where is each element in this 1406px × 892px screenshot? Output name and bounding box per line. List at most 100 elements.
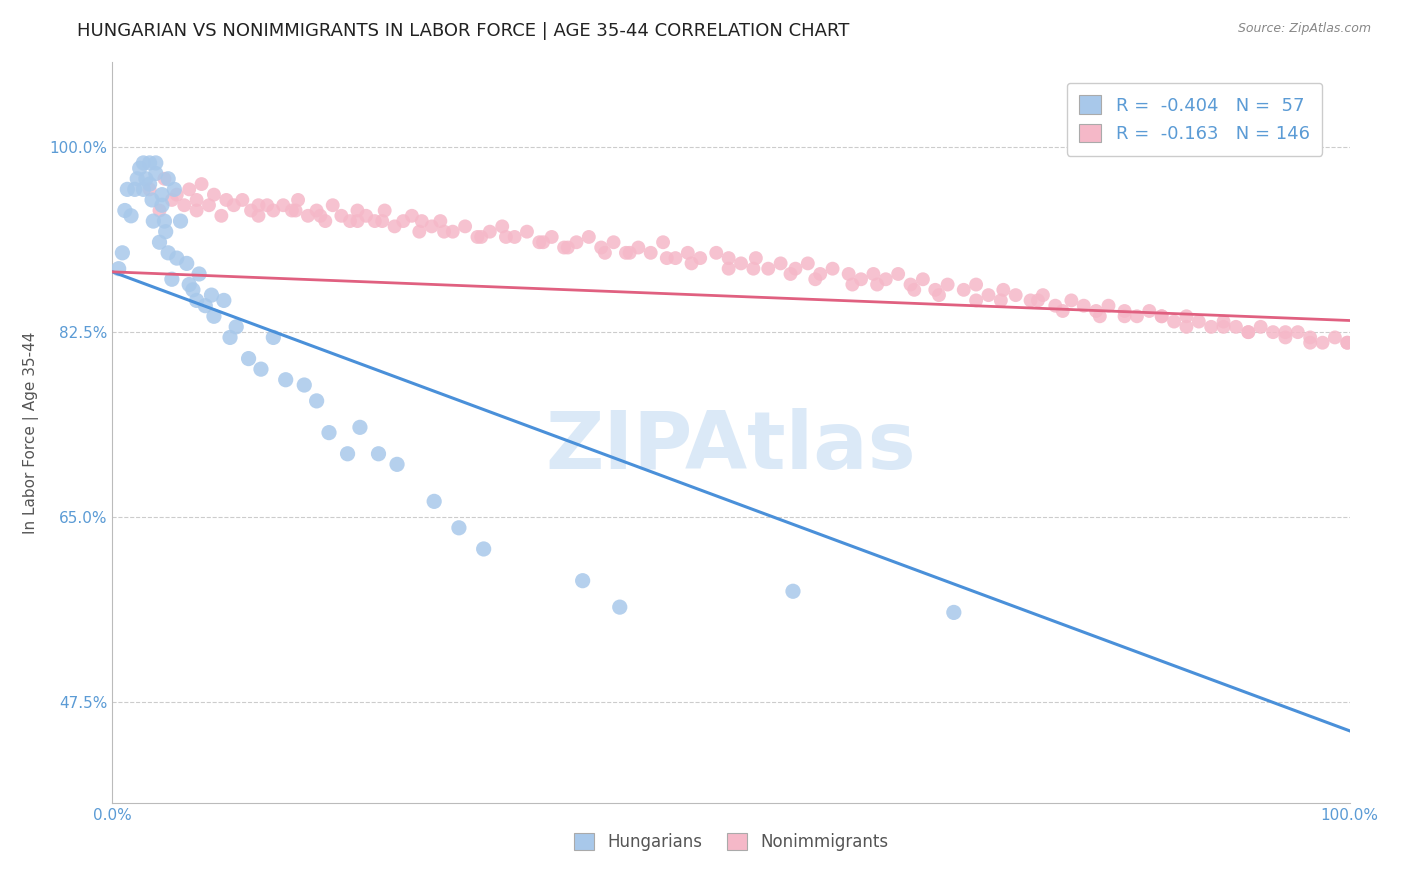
Point bbox=[138, 156, 160, 170]
Point bbox=[1137, 304, 1160, 318]
Point bbox=[565, 235, 588, 250]
Point bbox=[965, 277, 987, 292]
Point bbox=[153, 171, 176, 186]
Point bbox=[602, 235, 624, 250]
Point bbox=[132, 156, 155, 170]
Point bbox=[1045, 299, 1067, 313]
Point bbox=[821, 261, 844, 276]
Point bbox=[157, 245, 180, 260]
Point bbox=[198, 198, 221, 212]
Point bbox=[730, 256, 752, 270]
Point bbox=[179, 182, 201, 196]
Point bbox=[349, 420, 371, 434]
Point bbox=[1299, 330, 1322, 344]
Point bbox=[284, 203, 307, 218]
Point bbox=[849, 272, 872, 286]
Point bbox=[1323, 330, 1346, 344]
Point bbox=[1114, 304, 1136, 318]
Point bbox=[309, 209, 332, 223]
Point bbox=[138, 177, 160, 191]
Text: Source: ZipAtlas.com: Source: ZipAtlas.com bbox=[1237, 22, 1371, 36]
Point bbox=[346, 203, 368, 218]
Point bbox=[262, 330, 284, 344]
Point bbox=[138, 182, 160, 196]
Point bbox=[1237, 325, 1260, 339]
Point bbox=[145, 156, 167, 170]
Point bbox=[1336, 335, 1358, 350]
Point bbox=[593, 245, 616, 260]
Point bbox=[495, 230, 517, 244]
Point bbox=[225, 319, 247, 334]
Point bbox=[1060, 293, 1083, 308]
Point bbox=[202, 310, 225, 324]
Point bbox=[903, 283, 925, 297]
Point bbox=[652, 235, 675, 250]
Point bbox=[186, 193, 208, 207]
Point bbox=[150, 187, 173, 202]
Point bbox=[153, 214, 176, 228]
Point bbox=[305, 393, 328, 408]
Point bbox=[993, 283, 1015, 297]
Point bbox=[1299, 335, 1322, 350]
Point bbox=[163, 182, 186, 196]
Point bbox=[491, 219, 513, 234]
Point bbox=[1261, 325, 1284, 339]
Point bbox=[111, 245, 134, 260]
Point bbox=[745, 251, 768, 265]
Point bbox=[454, 219, 477, 234]
Point bbox=[704, 245, 727, 260]
Point bbox=[689, 251, 711, 265]
Point bbox=[114, 203, 136, 218]
Point bbox=[866, 277, 889, 292]
Point bbox=[742, 261, 765, 276]
Point bbox=[219, 330, 242, 344]
Point bbox=[160, 272, 183, 286]
Point bbox=[200, 288, 222, 302]
Point bbox=[1052, 304, 1074, 318]
Point bbox=[401, 209, 423, 223]
Point bbox=[1088, 310, 1111, 324]
Point bbox=[676, 245, 699, 260]
Point bbox=[627, 240, 650, 255]
Point bbox=[120, 209, 142, 223]
Point bbox=[990, 293, 1012, 308]
Point bbox=[619, 245, 641, 260]
Point bbox=[322, 198, 344, 212]
Point bbox=[169, 214, 191, 228]
Point bbox=[441, 225, 464, 239]
Point bbox=[591, 240, 613, 255]
Point bbox=[717, 251, 740, 265]
Point bbox=[420, 219, 443, 234]
Point bbox=[516, 225, 538, 239]
Point bbox=[384, 219, 406, 234]
Point bbox=[1286, 325, 1309, 339]
Point bbox=[1032, 288, 1054, 302]
Point bbox=[231, 193, 253, 207]
Point bbox=[952, 283, 974, 297]
Point bbox=[160, 193, 183, 207]
Point bbox=[664, 251, 686, 265]
Point bbox=[186, 203, 208, 218]
Point bbox=[503, 230, 526, 244]
Point bbox=[148, 203, 170, 218]
Point bbox=[429, 214, 451, 228]
Point bbox=[135, 171, 157, 186]
Point bbox=[181, 283, 204, 297]
Point bbox=[240, 203, 263, 218]
Point bbox=[423, 494, 446, 508]
Point bbox=[318, 425, 340, 440]
Point bbox=[862, 267, 884, 281]
Point bbox=[132, 182, 155, 196]
Point bbox=[717, 261, 740, 276]
Point bbox=[190, 177, 212, 191]
Point bbox=[411, 214, 433, 228]
Point bbox=[1175, 310, 1198, 324]
Point bbox=[785, 261, 807, 276]
Point bbox=[117, 182, 139, 196]
Point bbox=[212, 293, 235, 308]
Point bbox=[681, 256, 703, 270]
Point bbox=[166, 251, 188, 265]
Point bbox=[875, 272, 897, 286]
Point bbox=[614, 245, 637, 260]
Point bbox=[804, 272, 827, 286]
